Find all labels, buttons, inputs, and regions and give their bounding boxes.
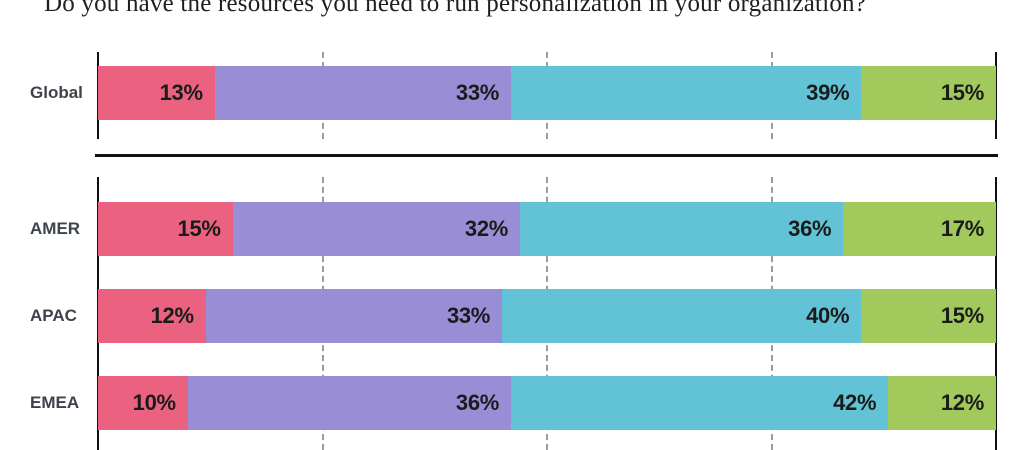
bar-segment-series-2-purple: 32% (232, 202, 521, 256)
segment-value-label: 17% (940, 216, 984, 241)
bar-row: EMEA 10% 36% 42% 12% (30, 376, 996, 430)
category-label: Global (30, 83, 83, 102)
axis-line-right (995, 177, 997, 450)
segment-value-label: 12% (150, 303, 194, 328)
bar-row: APAC 12% 33% 40% 15% (30, 289, 996, 343)
bar-segment-series-4-green: 12% (888, 376, 996, 430)
bar-segment-series-3-teal: 39% (511, 66, 862, 120)
bar-segment-series-2-purple: 33% (205, 289, 503, 343)
bar-segment-series-4-green: 17% (843, 202, 996, 256)
segment-value-label: 39% (806, 80, 850, 105)
bar-segment-series-2-purple: 36% (187, 376, 512, 430)
segment-value-label: 15% (940, 80, 984, 105)
stacked-bar: 13% 33% 39% 15% (98, 66, 996, 120)
segment-value-label: 42% (833, 390, 877, 415)
bar-segment-series-1-pink: 15% (98, 202, 233, 256)
stacked-bar: 12% 33% 40% 15% (98, 289, 996, 343)
axis-line-right (995, 52, 997, 139)
segment-value-label: 12% (940, 390, 984, 415)
stacked-bar: 10% 36% 42% 12% (98, 376, 996, 430)
bar-segment-series-2-purple: 33% (214, 66, 512, 120)
segment-value-label: 33% (446, 303, 491, 328)
segment-value-label: 13% (159, 80, 203, 105)
chart-title: Do you have the resources you need to ru… (44, 0, 867, 17)
bar-segment-series-3-teal: 42% (511, 376, 889, 430)
category-label: EMEA (30, 393, 80, 412)
bar-segment-series-4-green: 15% (861, 289, 996, 343)
bar-segment-series-1-pink: 10% (98, 376, 188, 430)
bar-row: Global 13% 33% 39% 15% (30, 66, 996, 120)
plot-global: Global 13% 33% 39% 15% (30, 52, 997, 139)
category-label: AMER (30, 219, 81, 238)
category-label: APAC (30, 306, 77, 325)
segment-value-label: 15% (940, 303, 984, 328)
segment-value-label: 32% (464, 216, 509, 241)
bar-segment-series-4-green: 15% (861, 66, 996, 120)
bar-segment-series-3-teal: 36% (520, 202, 844, 256)
bar-row: AMER 15% 32% 36% 17% (30, 202, 996, 256)
bar-segment-series-3-teal: 40% (502, 289, 862, 343)
plot-regions: AMER 15% 32% 36% 17% APAC 12% 33% 40% 15% EMEA 10% 3… (30, 177, 997, 450)
segment-value-label: 10% (132, 390, 176, 415)
bar-segment-series-1-pink: 12% (98, 289, 206, 343)
segment-value-label: 36% (788, 216, 832, 241)
stacked-bar: 15% 32% 36% 17% (98, 202, 996, 256)
separator-line (95, 154, 998, 157)
segment-value-label: 33% (455, 80, 500, 105)
segment-value-label: 15% (177, 216, 221, 241)
bar-segment-series-1-pink: 13% (98, 66, 215, 120)
segment-value-label: 40% (806, 303, 850, 328)
segment-value-label: 36% (455, 390, 500, 415)
